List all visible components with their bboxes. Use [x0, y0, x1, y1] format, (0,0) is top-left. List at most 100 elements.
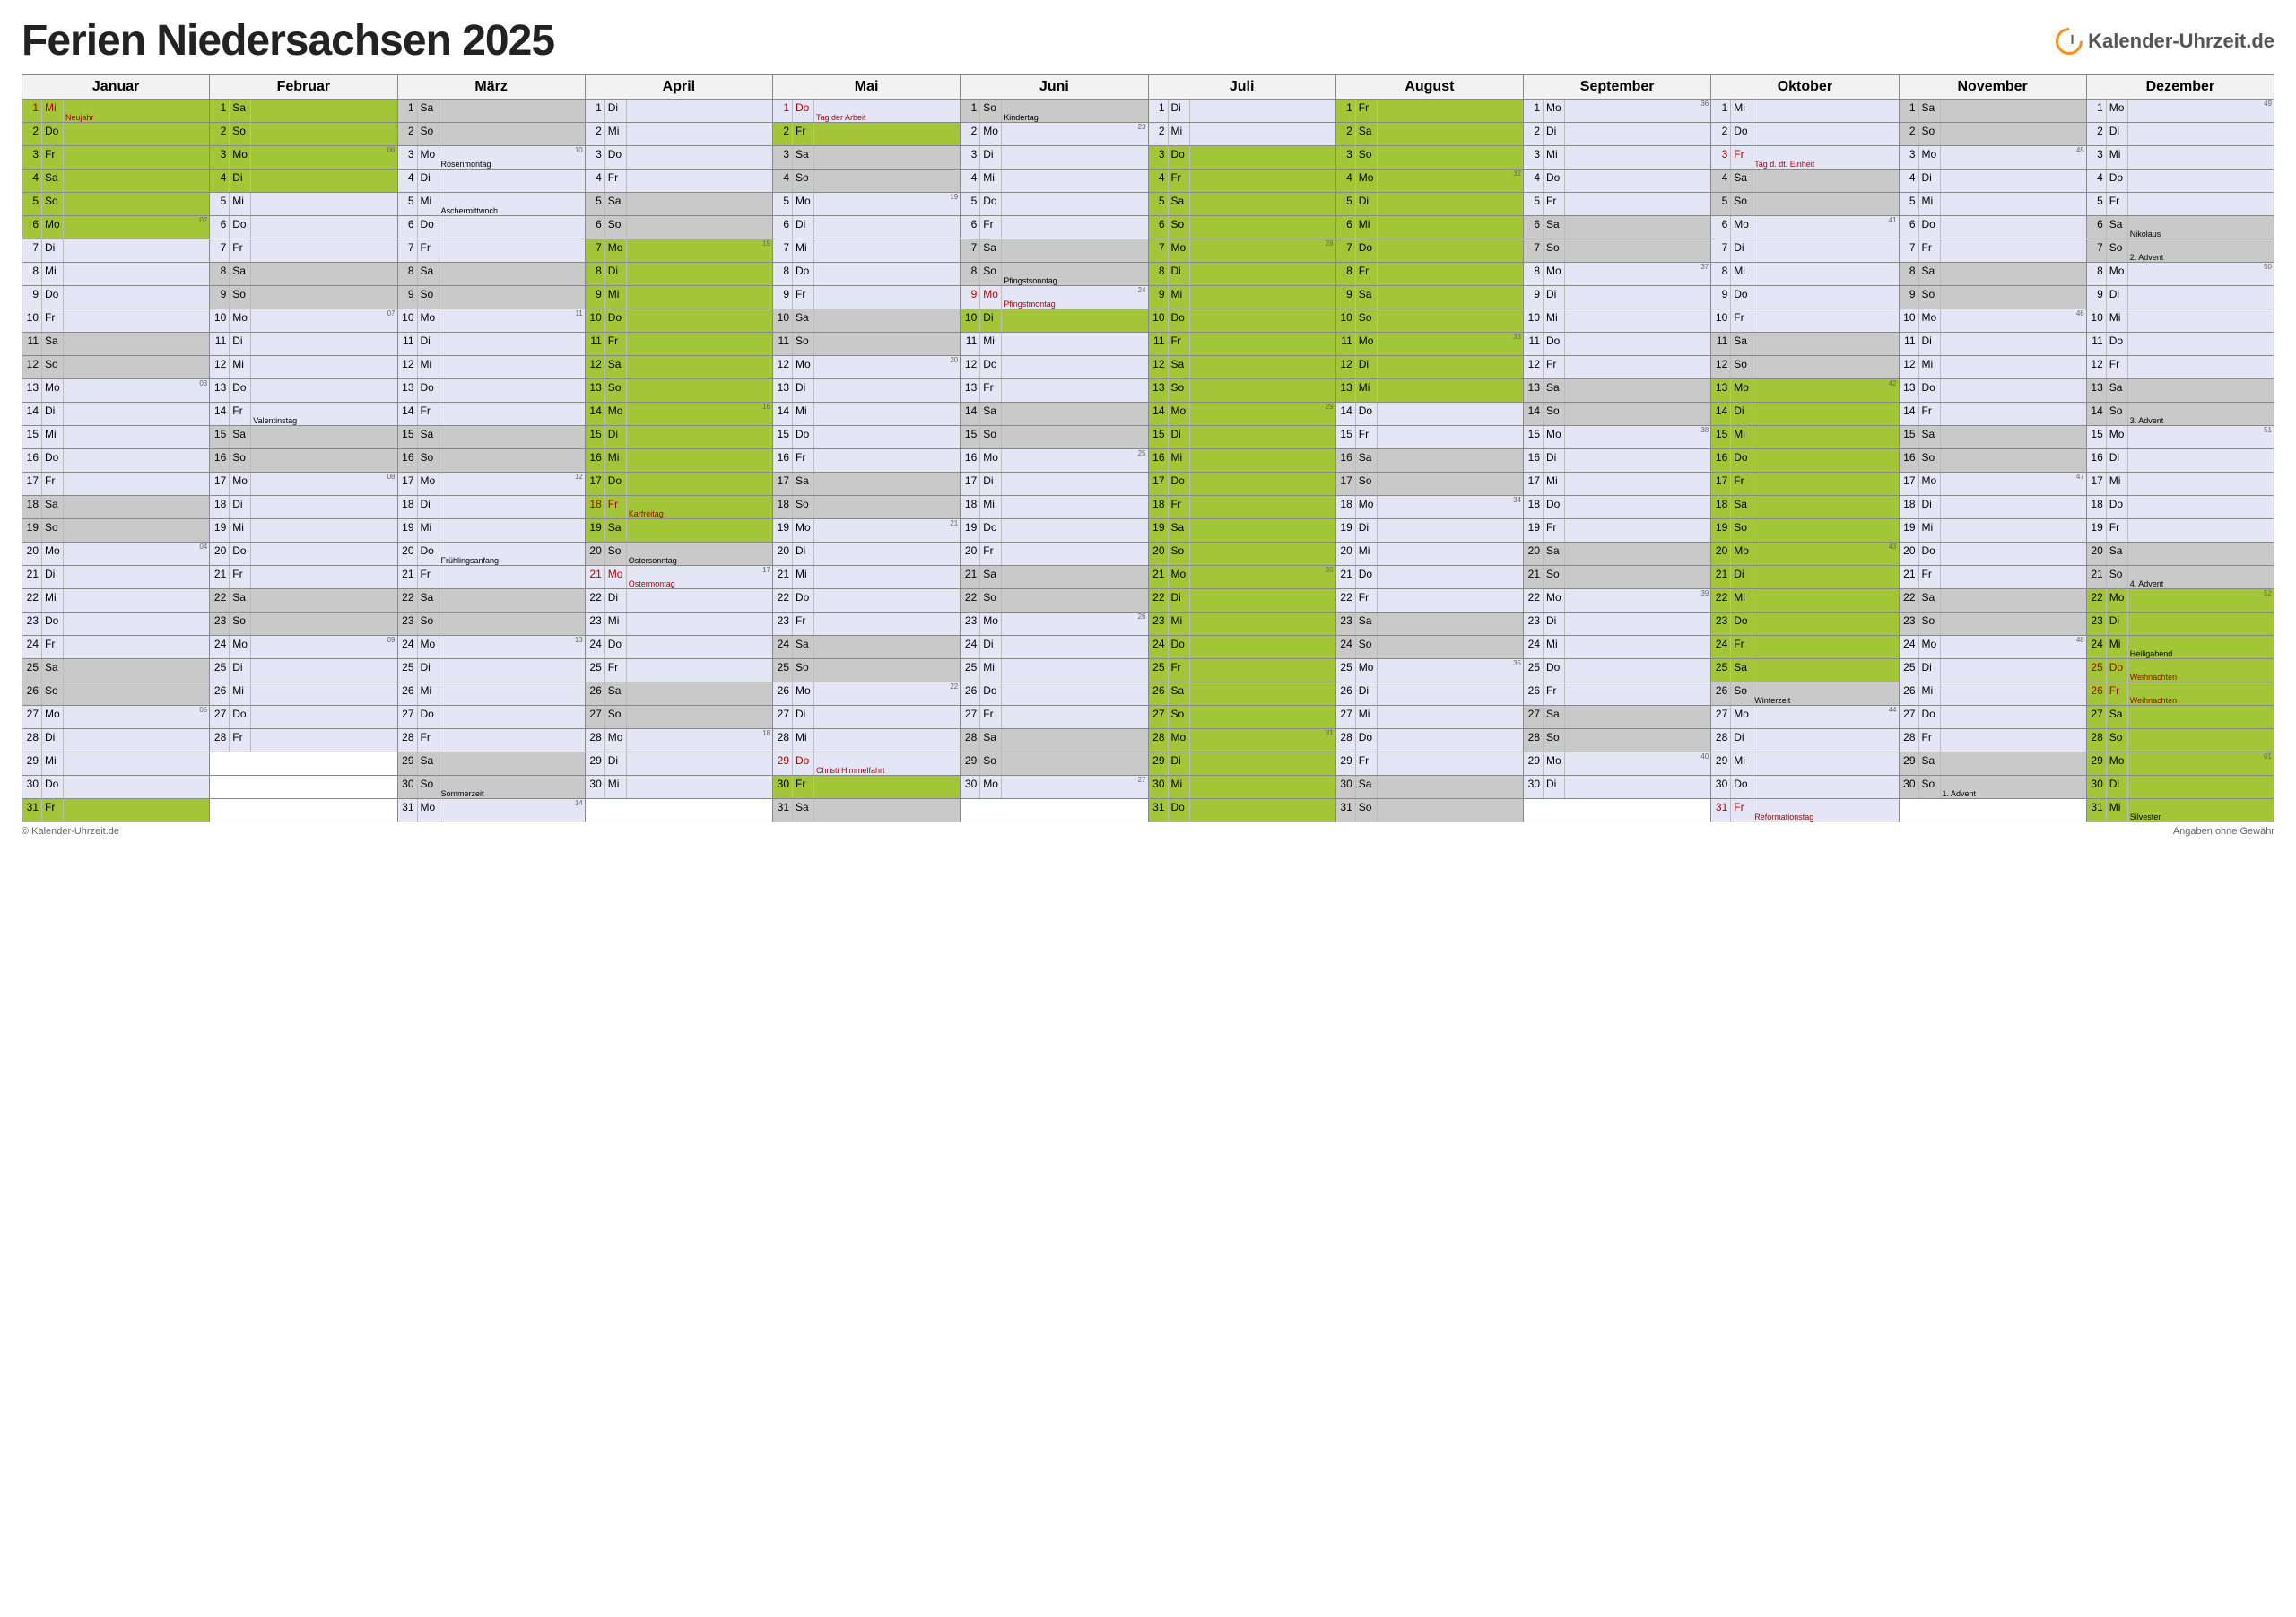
weekday-abbr: Mi [793, 403, 814, 425]
weekday-abbr: Sa [1544, 379, 1565, 402]
month-header: Februar [210, 75, 397, 100]
weekday-abbr: So [1169, 379, 1190, 402]
day-cell: 17So [1335, 473, 1523, 496]
day-number: 20 [1336, 543, 1356, 565]
weekday-abbr: So [2107, 729, 2128, 752]
day-number: 14 [210, 403, 230, 425]
weekday-abbr: Sa [980, 403, 1002, 425]
day-number: 10 [210, 309, 230, 332]
weekday-abbr: So [1169, 216, 1190, 239]
day-cell: 25Di [1899, 659, 2086, 682]
day-note [64, 496, 209, 518]
weekday-abbr: Mi [1919, 519, 1941, 542]
weekday-abbr: So [980, 752, 1002, 775]
day-cell: 13Do [1899, 379, 2086, 403]
day-cell: 13So [1148, 379, 1335, 403]
day-note: 45 [1941, 146, 2086, 169]
day-note [64, 146, 209, 169]
weekday-abbr: Sa [793, 146, 814, 169]
month-header: Juli [1148, 75, 1335, 100]
weekday-abbr: Sa [1356, 776, 1378, 798]
day-note [439, 239, 585, 262]
day-cell: 3Mo45 [1899, 146, 2086, 170]
day-note [64, 170, 209, 192]
weekday-abbr: Di [2107, 776, 2128, 798]
day-cell: 11Mi [961, 333, 1148, 356]
day-cell: 23So [210, 613, 397, 636]
weekday-abbr: Di [1356, 356, 1378, 378]
day-cell: 15Sa [210, 426, 397, 449]
day-note [1002, 333, 1147, 355]
day-cell: 25Mo35 [1335, 659, 1523, 682]
weekday-abbr: Mi [605, 776, 627, 798]
day-number: 17 [1524, 473, 1544, 495]
day-note [439, 449, 585, 472]
day-note [251, 729, 396, 752]
day-cell: 4Do [1524, 170, 1711, 193]
day-note [439, 426, 585, 448]
holiday-label: 1. Advent [1943, 789, 1977, 798]
day-note [1002, 706, 1147, 728]
weekday-abbr: Fr [1169, 333, 1190, 355]
day-number: 6 [1524, 216, 1544, 239]
day-note [64, 356, 209, 378]
day-number: 18 [1149, 496, 1169, 518]
weekday-abbr: Di [980, 473, 1002, 495]
day-cell: 20Do [1899, 543, 2086, 566]
day-note [439, 170, 585, 192]
day-number: 7 [210, 239, 230, 262]
weekday-abbr: Do [2107, 496, 2128, 518]
day-number: 27 [1336, 706, 1356, 728]
day-note [814, 706, 960, 728]
day-number: 14 [1900, 403, 1919, 425]
month-header: April [585, 75, 772, 100]
day-note [1378, 403, 1523, 425]
weekday-abbr: Fr [1356, 263, 1378, 285]
day-cell: 25Di [210, 659, 397, 682]
day-note [64, 123, 209, 145]
day-number: 1 [22, 100, 42, 122]
day-note [1002, 403, 1147, 425]
day-cell: 3Fr [22, 146, 210, 170]
weekday-abbr: Sa [418, 426, 439, 448]
day-note [64, 519, 209, 542]
weekday-abbr: Mi [1169, 123, 1190, 145]
day-note [1002, 682, 1147, 705]
day-note [64, 333, 209, 355]
day-note [439, 682, 585, 705]
day-number: 26 [1524, 682, 1544, 705]
day-cell: 5Mi [210, 193, 397, 216]
week-number: 13 [575, 636, 583, 644]
day-note [1941, 333, 2086, 355]
day-number: 31 [398, 799, 418, 822]
weekday-abbr: Di [2107, 449, 2128, 472]
weekday-abbr: Do [2107, 333, 2128, 355]
day-row: 7Di7Fr7Fr7Mo157Mi7Sa7Mo287Do7So7Di7Fr7So… [22, 239, 2274, 263]
day-number: 23 [2087, 613, 2107, 635]
day-note [64, 799, 209, 822]
weekday-abbr: So [42, 682, 64, 705]
weekday-abbr: Di [793, 706, 814, 728]
weekday-abbr: Mi [793, 729, 814, 752]
weekday-abbr: Mo [1919, 636, 1941, 658]
day-cell: 21Fr [397, 566, 585, 589]
day-cell: 5Mi [1899, 193, 2086, 216]
day-cell: 30Di [2086, 776, 2274, 799]
weekday-abbr: Mi [42, 100, 64, 122]
day-cell: 19Sa [1148, 519, 1335, 543]
day-row: 2Do2So2So2Mi2Fr2Mo232Mi2Sa2Di2Do2So2Di [22, 123, 2274, 146]
day-row: 27Mo0527Do27Do27So27Di27Fr27So27Mi27Sa27… [22, 706, 2274, 729]
day-cell: 31So [1335, 799, 1523, 822]
day-number: 4 [398, 170, 418, 192]
weekday-abbr: Mo [1731, 216, 1752, 239]
day-cell: 6Do [1899, 216, 2086, 239]
month-header: Januar [22, 75, 210, 100]
day-note [1752, 519, 1898, 542]
day-note [1752, 589, 1898, 612]
day-cell: 1Sa [397, 100, 585, 123]
day-number: 9 [398, 286, 418, 309]
week-number: 50 [2264, 263, 2272, 271]
month-header-row: JanuarFebruarMärzAprilMaiJuniJuliAugustS… [22, 75, 2274, 100]
week-number: 16 [762, 403, 770, 411]
day-number: 6 [1149, 216, 1169, 239]
